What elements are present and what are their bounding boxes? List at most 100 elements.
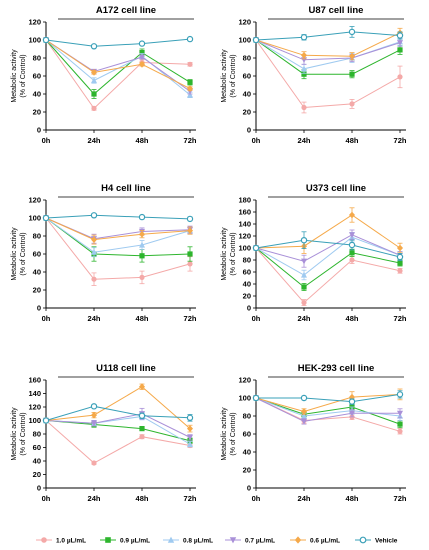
series [253,207,403,254]
data-point [349,52,355,60]
x-tick-label: 24h [298,314,311,323]
data-point [186,215,194,223]
legend-item: 0.9 µL/mL [100,537,150,545]
chart-title: U118 cell line [96,363,156,374]
series-line [45,405,191,421]
data-point [91,91,97,97]
x-tick-label: 72h [184,136,197,145]
y-axis-label: Metabolic activity [11,407,18,461]
series [42,403,194,424]
y-axis-label: (% of Control) [230,232,237,275]
data-point [301,65,307,72]
y-tick-label: 80 [33,430,41,439]
data-point [91,420,97,427]
data-point [301,104,307,111]
series-line [255,214,401,249]
series [43,37,193,111]
data-point [139,54,145,61]
x-tick-label: 24h [88,136,101,145]
data-point [138,40,146,47]
data-point [300,394,308,402]
series-line [255,397,401,432]
series-line [255,39,401,109]
y-axis-label: (% of Control) [230,54,237,97]
series [253,37,403,80]
x-tick-label: 0h [42,314,51,323]
y-tick-label: 20 [33,286,41,295]
series-line [45,420,191,464]
data-point [397,244,403,252]
data-point [397,47,403,53]
y-tick-label: 120 [28,18,41,27]
chart-panel: H4 cell line 0 20 40 60 80 100 120 0h 24h 48h 72h Me… [11,183,197,323]
y-axis-label: (% of Control) [20,412,27,455]
legend-marker [359,536,367,544]
legend-item: 0.8 µL/mL [163,536,213,545]
y-tick-label: 20 [243,108,251,117]
chart-panel: U118 cell line 0 20 40 60 80 100 120 140 160 0h 24h… [11,363,197,503]
y-tick-label: 180 [238,196,251,205]
y-tick-label: 0 [247,126,251,135]
data-point [139,383,145,391]
series-line [45,217,191,280]
y-tick-label: 120 [238,232,251,241]
y-tick-label: 100 [28,36,41,45]
series-line [255,397,401,425]
data-point [349,250,355,256]
data-point [252,244,260,252]
y-tick-label: 140 [28,389,41,398]
data-point [301,51,307,59]
data-point [139,274,145,280]
legend-marker [105,537,111,543]
chart-title: H4 cell line [101,183,151,194]
legend: 1.0 µL/mL 0.9 µL/mL 0.8 µL/mL 0.7 µL/mL 0.6 … [36,536,398,545]
series-line [255,32,401,57]
series [253,27,403,61]
data-point [301,300,307,306]
series-line [45,39,191,110]
y-tick-label: 80 [33,232,41,241]
legend-marker [167,536,175,543]
series-line [45,39,191,90]
y-tick-label: 60 [33,443,41,452]
series [253,229,403,268]
y-tick-label: 60 [33,72,41,81]
legend-marker [294,536,302,544]
data-point [91,77,97,84]
y-tick-label: 100 [238,244,251,253]
y-tick-label: 140 [238,220,251,229]
data-point [187,440,193,447]
data-point [138,213,146,221]
y-tick-label: 60 [243,430,251,439]
x-tick-label: 0h [252,314,261,323]
data-point [349,101,355,107]
series-line [256,393,401,403]
data-point [349,410,355,417]
data-point [187,85,193,92]
data-point [301,418,307,425]
data-point [139,253,145,259]
y-tick-label: 100 [28,214,41,223]
data-point [348,241,356,249]
data-point [91,69,97,76]
y-axis-label: (% of Control) [20,232,27,275]
series-line [255,39,401,70]
series-line [45,217,191,240]
data-point [186,414,194,421]
x-tick-label: 72h [184,494,197,503]
y-tick-label: 40 [33,457,41,466]
x-tick-label: 48h [136,136,149,145]
series [43,214,193,245]
series-line [45,217,191,253]
data-point [187,61,193,67]
series-line [45,217,191,257]
data-point [301,271,307,278]
data-point [42,417,50,424]
x-tick-label: 72h [394,136,407,145]
data-point [349,71,355,77]
data-point [90,403,98,410]
x-tick-label: 0h [42,136,51,145]
x-tick-label: 48h [346,136,359,145]
series [253,231,403,281]
